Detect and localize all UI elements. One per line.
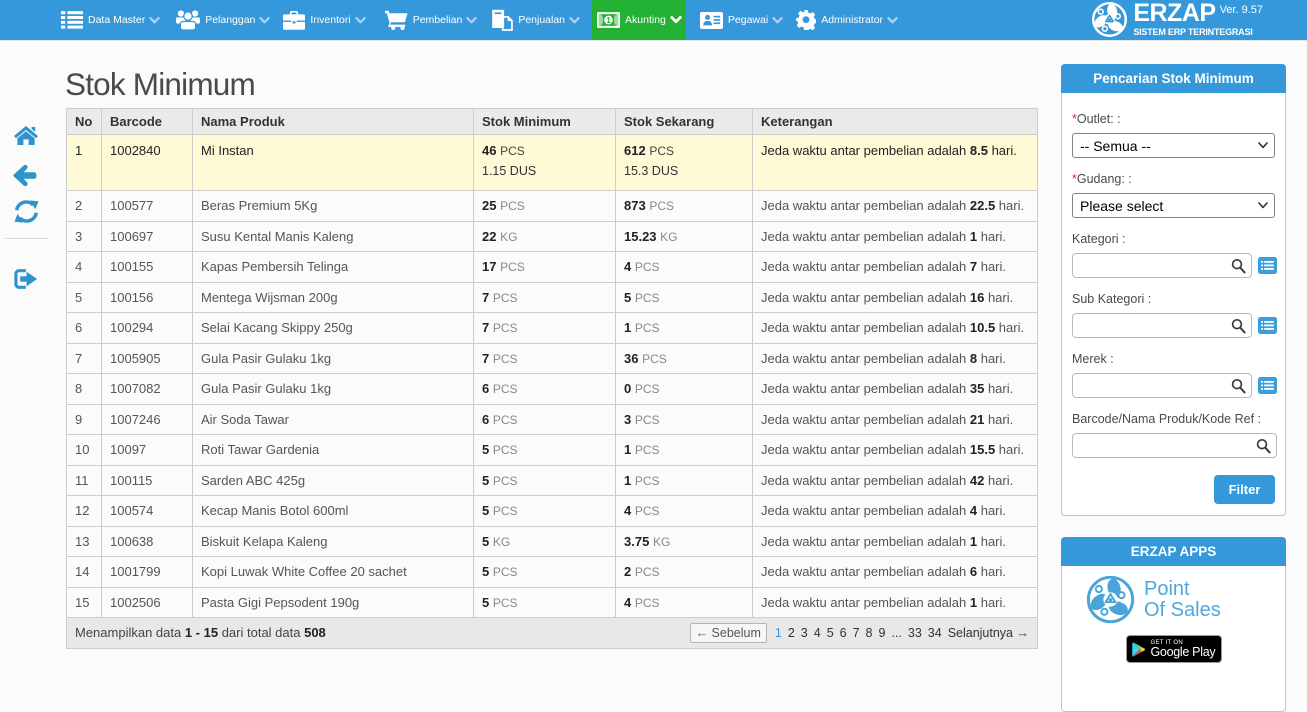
svg-text:1: 1	[606, 16, 611, 25]
